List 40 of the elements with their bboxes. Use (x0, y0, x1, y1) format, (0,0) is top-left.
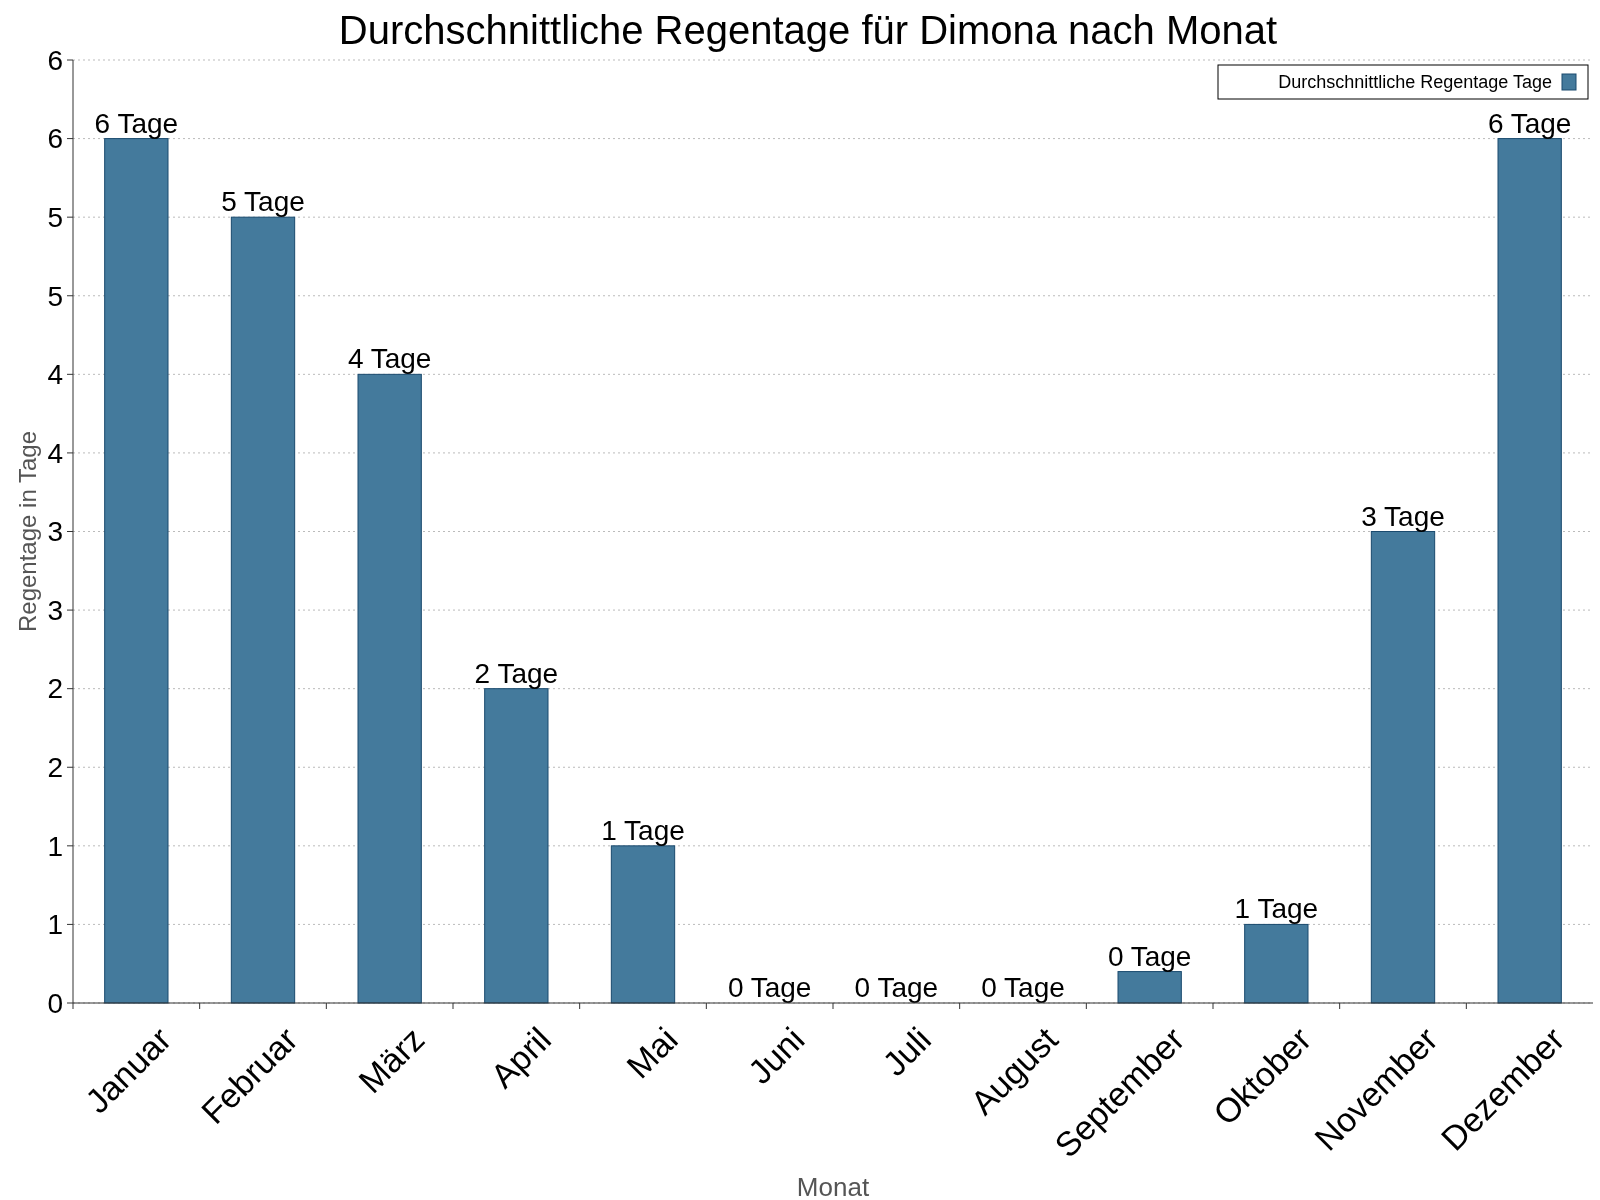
y-tick-label: 2 (47, 752, 63, 784)
x-tick-label: Mai (619, 1019, 685, 1086)
data-label: 6 Tage (1487, 107, 1572, 139)
data-label: 0 Tage (854, 972, 939, 1003)
data-label: 3 Tage (1361, 500, 1445, 532)
y-tick-label: 6 (47, 123, 63, 155)
bar (1117, 971, 1182, 1004)
y-axis-title: Regentage in Tage (14, 430, 41, 633)
data-label: 1 Tage (601, 814, 685, 846)
bar (1497, 138, 1562, 1004)
data-label: 1 Tage (1234, 893, 1319, 925)
y-tick-label: 3 (47, 594, 63, 626)
y-tick-label: 0 (47, 987, 63, 1019)
data-label: 0 Tage (1107, 940, 1192, 972)
bar (1370, 531, 1436, 1004)
bar (357, 373, 422, 1004)
y-tick-label: 5 (47, 280, 63, 312)
data-label: 4 Tage (347, 343, 432, 375)
y-tick-label: 6 (47, 44, 63, 76)
y-tick-label: 4 (47, 359, 63, 391)
y-tick-label: 4 (47, 437, 63, 469)
bar (1244, 923, 1309, 1004)
bar (230, 216, 296, 1004)
data-label: 5 Tage (221, 186, 305, 218)
x-tick-label: Juli (875, 1019, 939, 1083)
bar (104, 138, 169, 1004)
data-label: 0 Tage (727, 972, 812, 1003)
y-tick-label: 1 (47, 830, 63, 862)
chart-title: Durchschnittliche Regentage für Dimona nach Monat (338, 8, 1278, 52)
bar (610, 845, 676, 1004)
y-tick-label: 3 (47, 516, 63, 548)
legend-label: Durchschnittliche Regentage Tage (1278, 72, 1552, 93)
x-axis-title: Monat (796, 1172, 870, 1200)
y-tick-label: 5 (47, 201, 63, 233)
data-label: 0 Tage (981, 972, 1065, 1003)
data-label: 6 Tage (94, 107, 179, 139)
data-label: 2 Tage (474, 657, 559, 689)
y-tick-label: 2 (47, 673, 63, 705)
y-tick-label: 1 (47, 909, 63, 941)
bar (484, 688, 549, 1004)
